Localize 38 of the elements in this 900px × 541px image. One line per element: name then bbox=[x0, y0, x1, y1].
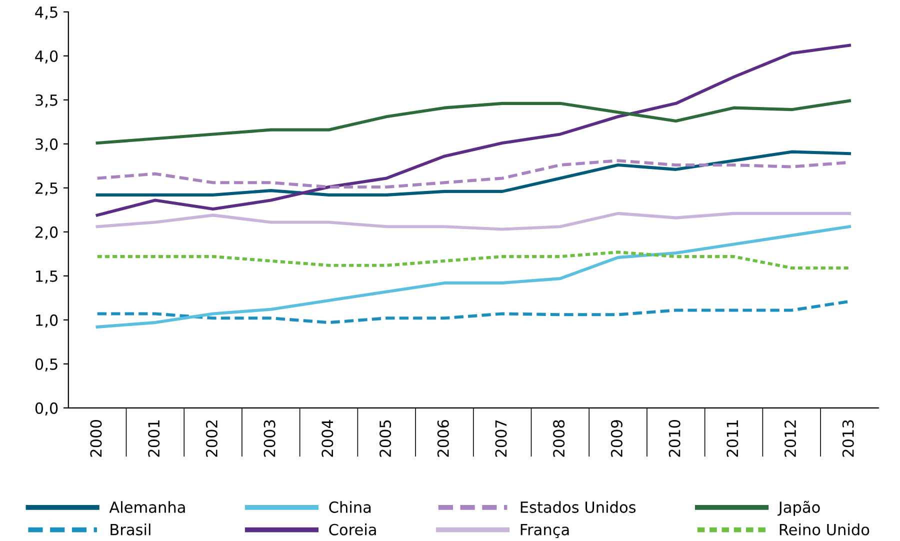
legend-label: França bbox=[520, 524, 569, 538]
x-tick-label: 2007 bbox=[495, 420, 507, 457]
line-series bbox=[96, 212, 851, 231]
y-tick-label: 1,0 bbox=[36, 314, 58, 328]
line-series bbox=[96, 150, 851, 196]
x-tick-label: 2013 bbox=[842, 420, 854, 457]
legend-label: Japão bbox=[778, 500, 820, 516]
x-tick-label: 2005 bbox=[379, 420, 392, 457]
x-tick-label: 2001 bbox=[148, 420, 160, 457]
x-tick-label: 2003 bbox=[264, 420, 276, 457]
x-tick-label: 2012 bbox=[784, 420, 796, 457]
line-series bbox=[96, 225, 851, 328]
y-tick-label: 4,0 bbox=[35, 50, 58, 64]
y-tick-label: 3,0 bbox=[36, 138, 58, 152]
x-tick-label: 2008 bbox=[553, 420, 565, 457]
line-series bbox=[96, 99, 851, 145]
legend-label: Estados Unidos bbox=[520, 501, 636, 513]
x-tick-label: 2011 bbox=[726, 420, 738, 457]
legend-label: Coreia bbox=[329, 524, 376, 536]
y-tick-label: 3,5 bbox=[36, 94, 58, 108]
y-tick-label: 0,5 bbox=[35, 358, 58, 372]
line-series bbox=[96, 250, 851, 270]
line-series bbox=[96, 44, 851, 217]
legend-label: Alemanha bbox=[109, 501, 185, 513]
y-tick-label: 2,0 bbox=[36, 226, 58, 240]
x-tick-label: 2009 bbox=[610, 420, 622, 457]
y-tick-label: 1,5 bbox=[36, 270, 58, 284]
legend-label: Reino Unido bbox=[780, 524, 870, 536]
legend-label: China bbox=[329, 501, 371, 513]
y-tick-label: 2,5 bbox=[36, 182, 58, 196]
y-tick-label: 4,5 bbox=[35, 6, 58, 20]
x-tick-label: 2002 bbox=[206, 420, 218, 457]
x-tick-label: 2000 bbox=[90, 420, 102, 457]
x-tick-label: 2010 bbox=[668, 420, 680, 457]
y-tick-label: 0,0 bbox=[35, 402, 58, 416]
x-tick-label: 2004 bbox=[322, 420, 334, 457]
legend-label: Brasil bbox=[110, 524, 150, 536]
x-tick-label: 2006 bbox=[437, 420, 449, 457]
